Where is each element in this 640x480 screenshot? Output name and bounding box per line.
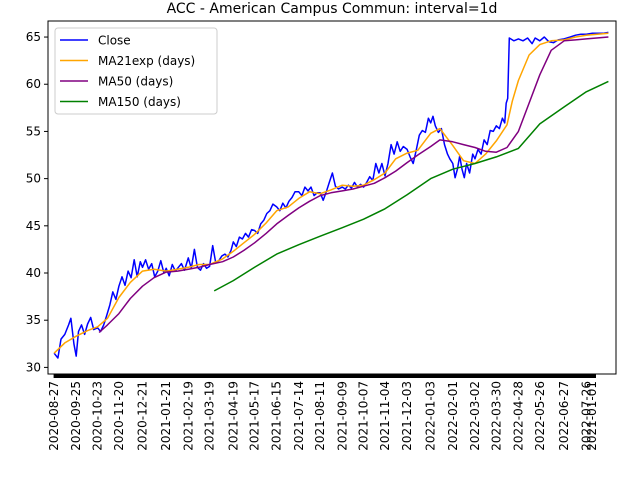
y-tick-label-3: 45 [26, 219, 41, 233]
legend-label-2: MA50 (days) [98, 75, 173, 89]
legend-label-1: MA21exp (days) [98, 54, 195, 68]
x-tick-label-4: 2020-12-21 [136, 381, 150, 451]
x-tick-label-22: 2022-05-26 [533, 381, 547, 451]
x-tick-label-23: 2022-06-27 [557, 381, 571, 451]
y-tick-label-0: 30 [26, 360, 41, 374]
x-tick-label-5: 2021-01-21 [159, 381, 173, 451]
x-tick-label-2: 2020-10-23 [91, 381, 105, 451]
y-tick-label-1: 35 [26, 313, 41, 327]
x-tick-label-7: 2021-03-19 [203, 381, 217, 451]
x-tick-label-21: 2022-04-28 [511, 381, 525, 451]
x-minor-ticks [54, 374, 597, 378]
plot-lines [53, 31, 609, 359]
x-tick-label-8: 2021-04-19 [226, 381, 240, 451]
chart-title: ACC - American Campus Commun: interval=1… [167, 1, 498, 17]
x-tick-label-20: 2022-03-30 [489, 381, 503, 451]
y-tick-label-6: 60 [26, 77, 41, 91]
x-tick-label-11: 2021-07-14 [292, 381, 306, 451]
legend-box [54, 27, 218, 115]
x-tick-label-25: 2021-01-01 [585, 381, 599, 451]
x-tick-label-10: 2021-06-15 [270, 381, 284, 451]
y-tick-label-5: 55 [26, 124, 41, 138]
x-tick-label-14: 2021-10-07 [357, 381, 371, 451]
y-tick-label-7: 65 [26, 30, 41, 44]
x-tick-label-1: 2020-09-25 [69, 381, 83, 451]
x-tick-label-12: 2021-08-11 [313, 381, 327, 451]
x-axis: 2020-08-27 2020-09-25 2020-10-23 2020-11-20… [47, 374, 599, 451]
x-tick-label-0: 2020-08-27 [47, 381, 61, 451]
x-tick-label-15: 2021-11-04 [378, 381, 392, 451]
legend-label-3: MA150 (days) [98, 95, 181, 109]
series-line-2 [98, 36, 609, 334]
legend-label-0: Close [98, 34, 131, 48]
series-line-3 [213, 80, 609, 292]
y-axis: 30 35 40 45 50 55 60 65 [26, 30, 48, 374]
x-tick-label-18: 2022-02-01 [446, 381, 460, 451]
y-tick-label-4: 50 [26, 172, 41, 186]
x-tick-label-16: 2021-12-03 [400, 381, 414, 451]
x-tick-label-6: 2021-02-19 [181, 381, 195, 451]
y-tick-label-2: 40 [26, 266, 41, 280]
x-tick-label-3: 2020-11-20 [112, 381, 126, 451]
x-tick-label-17: 2022-01-03 [424, 381, 438, 451]
series-line-1 [53, 32, 609, 354]
legend: Close MA21exp (days) MA50 (days) MA150 (day… [54, 27, 218, 115]
x-tick-label-24: 2022-07-26 [579, 381, 593, 451]
x-tick-label-19: 2022-03-02 [468, 381, 482, 451]
x-tick-label-13: 2021-09-09 [335, 381, 349, 451]
x-tick-label-9: 2021-05-17 [248, 381, 262, 451]
